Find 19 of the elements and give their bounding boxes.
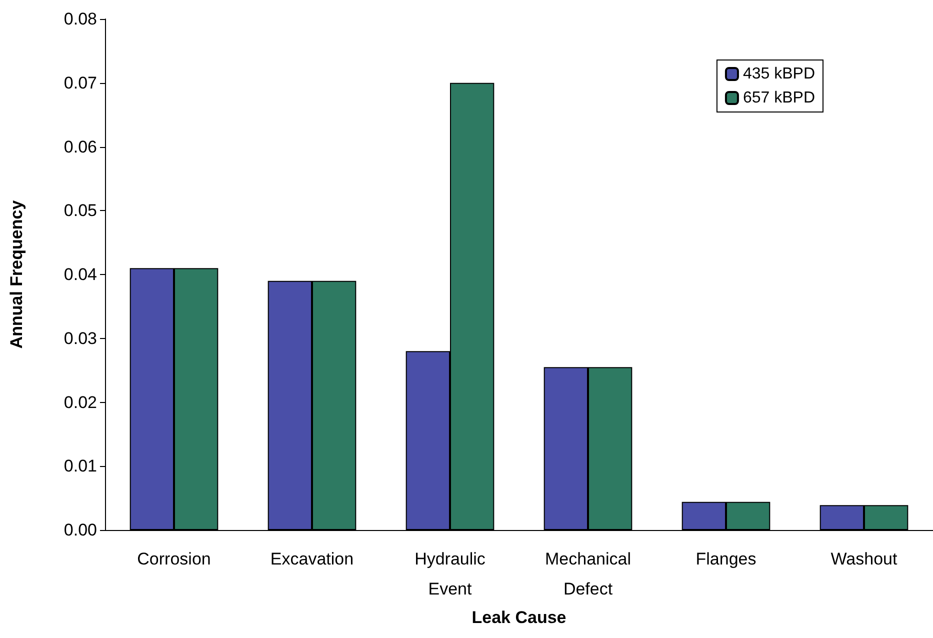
x-tick-label: Mechanical Defect — [545, 550, 631, 598]
x-axis-title: Leak Cause — [472, 608, 566, 627]
y-tick-label: 0.01 — [64, 456, 97, 476]
y-tick-label: 0.04 — [64, 265, 97, 284]
y-tick-label: 0.05 — [64, 201, 97, 220]
legend-label: 435 kBPD — [742, 66, 816, 82]
x-tick-label: Hydraulic Event — [414, 550, 486, 598]
x-tick-label: Flanges — [696, 550, 756, 568]
y-axis-title: Annual Frequency — [7, 200, 26, 349]
y-tick-label: 0.03 — [64, 328, 97, 348]
y-tick-label: 0.08 — [64, 10, 97, 28]
y-tick-label: 0.00 — [64, 520, 97, 540]
y-tick-label: 0.07 — [64, 73, 97, 92]
x-tick-label: Washout — [830, 550, 898, 568]
legend-label: 657 kBPD — [742, 90, 816, 106]
x-tick-label: Excavation — [270, 550, 354, 568]
y-tick-label: 0.06 — [64, 137, 97, 156]
x-tick-label: Corrosion — [137, 550, 211, 568]
y-tick-label: 0.02 — [64, 392, 97, 412]
